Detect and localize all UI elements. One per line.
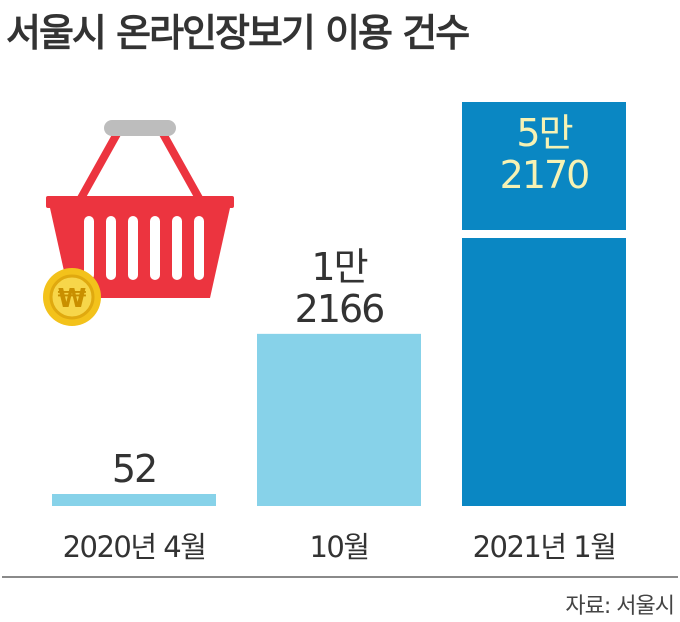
bar-chart: 52 2020년 4월 1만 2166 10월 5만 2170 2021년 1월: [52, 102, 626, 564]
bar-1: [52, 494, 216, 506]
value-label-2: 1만 2166: [295, 245, 384, 331]
value-label-3: 5만 2170: [500, 111, 589, 197]
bar-3-upper: [462, 102, 626, 230]
category-label-2: 10월: [309, 530, 368, 564]
category-label-3: 2021년 1월: [473, 530, 616, 564]
value-label-1: 52: [112, 447, 156, 491]
divider: [2, 576, 678, 578]
chart-title: 서울시 온라인장보기 이용 건수: [6, 11, 470, 55]
coin-symbol: ₩: [58, 284, 87, 314]
shopping-basket-icon: ₩: [43, 120, 234, 326]
category-label-1: 2020년 4월: [63, 530, 206, 564]
source-note: 자료: 서울시: [565, 594, 675, 619]
bar-3-lower: [462, 238, 626, 506]
bar-2: [257, 333, 421, 506]
